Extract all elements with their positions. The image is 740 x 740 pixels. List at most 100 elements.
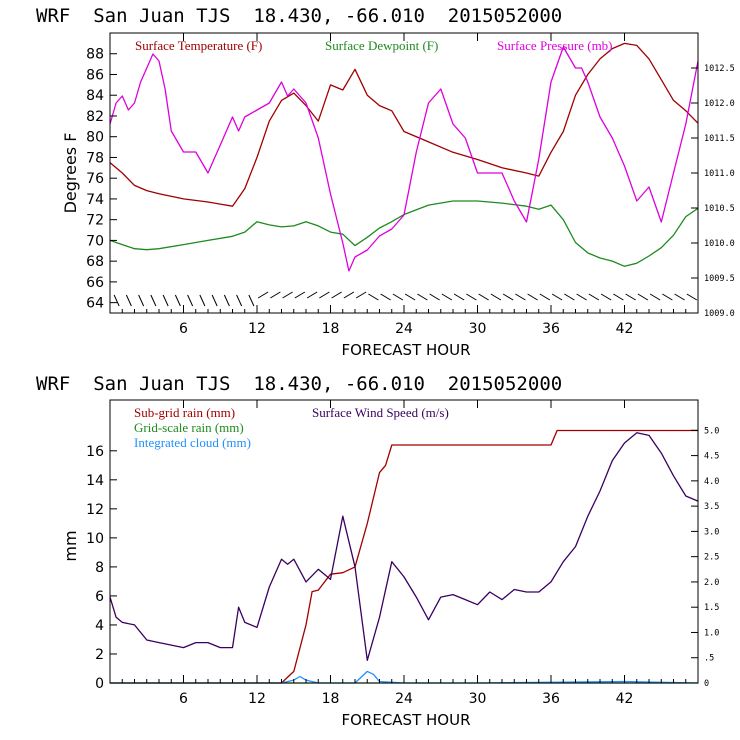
p2-x-tick-label-6: 6 <box>179 691 188 707</box>
wind-barb <box>282 291 293 299</box>
p1-y2-tick-label-0: 1009.0 <box>704 309 735 319</box>
panel1-x-axis-label: FORECAST HOUR <box>341 341 470 359</box>
wind-barb <box>248 294 255 307</box>
p2-x-tick-label-18: 18 <box>322 691 340 707</box>
p1-x-tick-label-24: 24 <box>395 321 413 337</box>
wind-barb <box>551 293 563 301</box>
wind-barb <box>674 293 685 301</box>
panel1-y-axis-label: Degrees F <box>61 133 80 214</box>
wind-barb <box>380 293 391 301</box>
p1-y2-tick-label-3: 1010.5 <box>704 204 735 214</box>
wind-barbs <box>113 291 698 307</box>
panel2-y-axis-label: mm <box>61 530 80 561</box>
wind-barb <box>613 293 624 301</box>
wind-barb <box>515 293 526 301</box>
p1-y-tick-label-64: 64 <box>86 296 104 312</box>
p2-y-tick-label-4: 4 <box>95 618 104 634</box>
p1-x-tick-label-36: 36 <box>542 321 560 337</box>
p2-y2-tick-label-6: 3.0 <box>704 527 719 537</box>
p1-y2-tick-label-4: 1011.0 <box>704 169 735 179</box>
p2-x-tick-label-42: 42 <box>616 691 634 707</box>
wind-barb <box>211 294 218 307</box>
p1-y-tick-label-84: 84 <box>86 88 104 104</box>
wind-barb <box>392 293 404 301</box>
p2-y-tick-label-10: 10 <box>86 531 104 547</box>
panel1-axis-ticks: 6 12 18 24 30 36 42 64 66 68 70 72 74 76 78 80 82 84 86 88 1… <box>86 33 735 337</box>
wind-barb <box>478 293 489 301</box>
p1-x-tick-label-42: 42 <box>616 321 634 337</box>
wind-barb <box>686 293 698 301</box>
panel1-plot-area <box>109 42 699 272</box>
wind-barb <box>294 291 306 299</box>
p2-y2-tick-label-4: 2.0 <box>704 578 719 588</box>
p1-y-tick-label-88: 88 <box>86 47 104 63</box>
legend-subgrid-rain: Sub-grid rain (mm) <box>134 405 235 420</box>
wind-barb <box>125 294 132 307</box>
wind-barb <box>331 291 342 299</box>
panel2-title: WRF San Juan TJS 18.430, -66.010 2015052… <box>36 373 562 395</box>
p1-x-tick-label-6: 6 <box>179 321 188 337</box>
wind-barb <box>257 291 269 299</box>
wind-barb <box>649 293 661 301</box>
p1-y-tick-label-74: 74 <box>86 192 104 208</box>
p2-y-tick-label-6: 6 <box>95 589 104 605</box>
p2-y2-tick-label-5: 2.5 <box>704 553 719 563</box>
wind-barb <box>429 293 440 301</box>
p1-y-tick-label-68: 68 <box>86 254 104 270</box>
p1-y-tick-label-76: 76 <box>86 171 104 187</box>
p2-y2-tick-label-7: 3.5 <box>704 502 719 512</box>
wind-barb <box>576 293 587 301</box>
wind-barb <box>637 293 649 301</box>
p1-y-tick-label-82: 82 <box>86 109 104 125</box>
wind-barb <box>113 294 120 307</box>
wind-barb <box>223 294 230 307</box>
p2-y2-tick-label-2: 1.0 <box>704 628 719 638</box>
panel2-x-axis-label: FORECAST HOUR <box>341 711 470 729</box>
wind-barb <box>625 293 636 301</box>
wind-barb <box>162 294 169 307</box>
wind-barb <box>355 291 367 299</box>
legend-surface-wind-speed: Surface Wind Speed (m/s) <box>312 405 449 420</box>
p1-series-surface-dewpoint-f <box>109 200 699 267</box>
p2-y2-tick-label-10: 5.0 <box>704 426 719 436</box>
p2-y2-tick-label-0: 0 <box>704 679 709 689</box>
p1-y2-tick-label-5: 1011.5 <box>704 134 735 144</box>
wind-barb <box>662 293 673 301</box>
p1-y2-tick-label-2: 1010.0 <box>704 239 735 249</box>
p2-y-tick-label-14: 14 <box>86 473 104 489</box>
p1-y-tick-label-66: 66 <box>86 275 104 291</box>
wind-barb <box>368 293 379 301</box>
p1-y2-tick-label-7: 1012.5 <box>704 64 735 74</box>
p2-y2-tick-label-1: .5 <box>704 654 714 664</box>
legend-integrated-cloud: Integrated cloud (mm) <box>134 435 251 450</box>
wind-barb <box>199 294 206 307</box>
panel1-title: WRF San Juan TJS 18.430, -66.010 2015052… <box>36 5 562 27</box>
wind-barb <box>236 294 243 307</box>
p2-y-tick-label-2: 2 <box>95 647 104 663</box>
wind-barb <box>564 293 575 301</box>
wind-barb <box>343 291 355 299</box>
wind-barb <box>187 294 194 307</box>
p2-y2-tick-label-9: 4.5 <box>704 452 719 462</box>
p1-series-surface-temperature-f <box>109 42 699 207</box>
p2-series-sub-grid-rain-mm <box>110 429 698 684</box>
p2-y-tick-label-16: 16 <box>86 444 104 460</box>
p1-x-tick-label-18: 18 <box>322 321 340 337</box>
wind-barb <box>453 293 465 301</box>
wind-barb <box>174 294 181 307</box>
wind-barb <box>150 294 157 307</box>
panel2-axis-ticks: 6 12 18 24 30 36 4202468101214160.51.01.52.02.… <box>86 400 719 707</box>
p2-y-tick-label-12: 12 <box>86 502 104 518</box>
legend-surface-dewpoint: Surface Dewpoint (F) <box>325 38 438 53</box>
wind-barb <box>527 293 538 301</box>
wind-barb <box>270 291 281 299</box>
wind-barb <box>138 294 145 307</box>
p2-y-tick-label-0: 0 <box>95 676 104 692</box>
p2-series-surface-wind-speed-m-s <box>109 432 699 661</box>
panel-precipitation: WRF San Juan TJS 18.430, -66.010 2015052… <box>36 373 719 729</box>
wind-barb <box>319 291 330 299</box>
p1-y2-tick-label-1: 1009.5 <box>704 274 735 284</box>
legend-surface-pressure: Surface Pressure (mb) <box>497 38 613 53</box>
